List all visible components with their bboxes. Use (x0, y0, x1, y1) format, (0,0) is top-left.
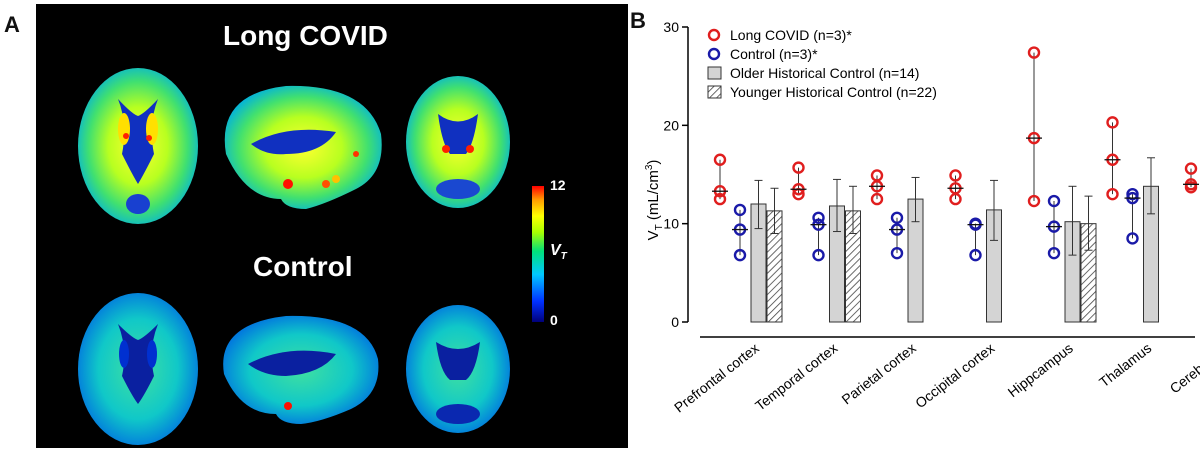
long-covid-point (713, 153, 727, 166)
y-tick-label: 0 (671, 314, 679, 330)
control-coronal-slice (406, 305, 510, 433)
long-covid-point (1184, 162, 1198, 175)
colorbar (532, 186, 544, 322)
category-label: Occipital cortex (912, 340, 997, 412)
subject-points (712, 46, 1199, 262)
colorbar-max-label: 12 (550, 177, 566, 193)
legend-marker (707, 47, 721, 61)
long-covid-point (1106, 187, 1119, 201)
legend-label: Long COVID (n=3)* (730, 27, 852, 43)
control-point (1126, 232, 1139, 245)
legend-label: Control (n=3)* (730, 46, 818, 62)
long-covid-title: Long COVID (223, 20, 388, 51)
panel-b-label: B (630, 8, 646, 33)
control-axial-slice (78, 293, 198, 445)
category-label: Cerebellum (1167, 340, 1200, 397)
control-title: Control (253, 251, 353, 282)
control-sagittal-slice (223, 315, 379, 424)
long-covid-point (949, 169, 962, 182)
long-covid-point (1106, 116, 1119, 129)
legend-swatch (707, 85, 722, 99)
colorbar-min-label: 0 (550, 312, 558, 328)
long-covid-coronal-slice (406, 76, 510, 208)
legend-label: Older Historical Control (n=14) (730, 65, 919, 81)
long-covid-sagittal-slice (224, 85, 382, 209)
control-point (1126, 187, 1139, 201)
chart-legend: Long COVID (n=3)* Control (n=3)* Older His… (707, 27, 937, 100)
legend-marker (707, 28, 721, 42)
category-label: Temporal cortex (752, 340, 840, 414)
y-tick-label: 20 (663, 117, 679, 133)
colorbar-vt-label: VT (550, 242, 567, 263)
control-point (969, 217, 982, 230)
vt-scatter-chart: 0 10 20 30 VT (mL/cm3) Prefrontal cortexTemp… (644, 19, 1200, 416)
control-point (812, 248, 825, 262)
control-point (969, 248, 982, 262)
category-label: Parietal cortex (838, 340, 918, 408)
historical-control-bars (750, 157, 1159, 323)
control-point (890, 211, 904, 224)
long-covid-point (713, 192, 727, 206)
pet-scan-panel: Long COVID Control (36, 4, 628, 448)
control-point (733, 203, 747, 217)
legend-label: Younger Historical Control (n=22) (730, 84, 937, 100)
chart-axes: 0 10 20 30 VT (mL/cm3) (644, 19, 1195, 338)
long-covid-axial-slice (78, 68, 198, 224)
y-tick-label: 10 (663, 216, 679, 232)
category-label: Thalamus (1096, 340, 1154, 390)
control-point (733, 248, 747, 262)
control-point (890, 246, 904, 260)
long-covid-point (1027, 46, 1041, 59)
long-covid-point (792, 161, 805, 174)
brain-scans (78, 68, 544, 445)
long-covid-point (870, 192, 884, 206)
control-point (1047, 246, 1061, 260)
category-label: Prefrontal cortex (671, 340, 762, 416)
long-covid-point (1027, 194, 1041, 208)
category-label: Hippcampus (1005, 340, 1076, 401)
y-tick-label: 30 (663, 19, 679, 35)
panel-a-label: A (4, 12, 20, 37)
long-covid-point (870, 169, 884, 182)
y-axis-title: VT (mL/cm3) (644, 160, 665, 241)
control-point (812, 211, 825, 224)
control-point (1047, 194, 1061, 208)
legend-swatch (707, 66, 722, 80)
